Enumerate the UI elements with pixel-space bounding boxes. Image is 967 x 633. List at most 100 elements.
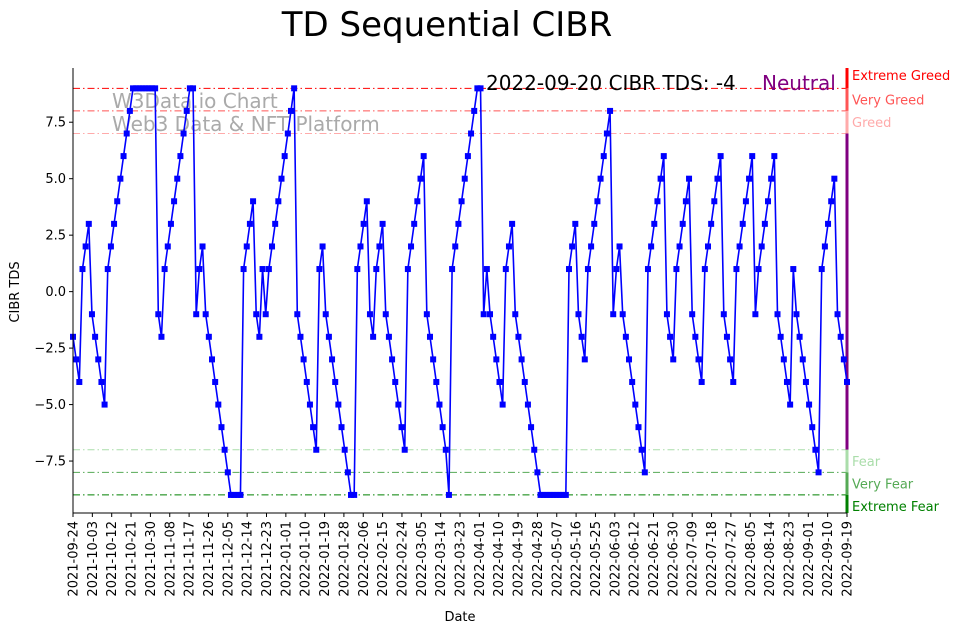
data-point	[588, 243, 595, 250]
y-tick-label: −2.5	[34, 342, 66, 357]
x-tick-label: 2022-07-09	[686, 521, 701, 597]
data-point	[717, 153, 724, 160]
zone-label-2: Greed	[852, 116, 891, 131]
x-tick-label: 2022-01-19	[318, 521, 333, 597]
data-point	[401, 446, 408, 453]
data-point	[825, 220, 832, 227]
data-point	[524, 401, 531, 408]
x-tick-label: 2022-09-10	[821, 521, 836, 597]
data-point	[174, 175, 181, 182]
data-point	[79, 266, 86, 273]
data-point	[821, 243, 828, 250]
x-tick-label: 2021-11-17	[183, 521, 198, 597]
data-point	[190, 85, 197, 92]
data-point	[727, 356, 734, 363]
data-point	[452, 243, 459, 250]
data-point	[616, 243, 623, 250]
data-point	[284, 130, 291, 137]
latest-value-annotation: 2022-09-20 CIBR TDS: -4	[486, 71, 736, 95]
x-tick-label: 2022-09-19	[841, 521, 856, 597]
x-tick-label: 2022-07-18	[705, 521, 720, 597]
data-point	[104, 266, 111, 273]
data-point	[158, 333, 165, 340]
data-point	[360, 220, 367, 227]
data-point	[528, 424, 535, 431]
x-tick-label: 2022-05-25	[589, 521, 604, 597]
data-point	[445, 491, 452, 498]
data-point	[461, 175, 468, 182]
data-point	[818, 266, 825, 273]
x-tick-label: 2022-04-10	[492, 521, 507, 597]
data-point	[477, 85, 484, 92]
data-point	[802, 378, 809, 385]
data-point	[224, 469, 231, 476]
data-point	[502, 266, 509, 273]
data-point	[689, 311, 696, 318]
data-point	[584, 266, 591, 273]
y-tick-label: 2.5	[45, 229, 66, 244]
data-point	[673, 266, 680, 273]
x-tick-label: 2022-08-23	[782, 521, 797, 597]
data-point	[382, 311, 389, 318]
x-tick-label: 2022-03-14	[434, 521, 449, 597]
data-point	[136, 85, 143, 92]
data-point	[622, 333, 629, 340]
data-point	[682, 198, 689, 205]
data-point	[695, 356, 702, 363]
data-point	[215, 401, 222, 408]
data-point	[698, 378, 705, 385]
data-point	[341, 446, 348, 453]
x-tick-label: 2022-06-21	[647, 521, 662, 597]
y-axis-label: CIBR TDS	[8, 261, 23, 322]
data-point	[256, 333, 263, 340]
data-point	[730, 378, 737, 385]
data-point	[458, 198, 465, 205]
data-point	[657, 175, 664, 182]
data-point	[761, 220, 768, 227]
data-point	[145, 85, 152, 92]
data-point	[613, 266, 620, 273]
data-point	[844, 378, 850, 385]
watermark-line-1: W3Data.io Chart	[112, 89, 278, 113]
data-point	[670, 356, 677, 363]
zone-label-5: Extreme Fear	[852, 500, 940, 515]
data-point	[436, 401, 443, 408]
watermark-line-2: Web3 Data & NFT Platform	[112, 112, 380, 136]
data-point	[686, 175, 693, 182]
data-point	[704, 243, 711, 250]
data-point	[547, 491, 554, 498]
data-point	[303, 378, 310, 385]
data-point	[556, 491, 563, 498]
zone-labels: Extreme Greed Very Greed Greed Fear Very Fea…	[852, 69, 950, 515]
data-point	[708, 220, 715, 227]
data-point	[85, 220, 92, 227]
x-tick-label: 2022-06-03	[608, 521, 623, 597]
data-point	[553, 491, 560, 498]
data-point	[449, 266, 456, 273]
data-point	[243, 243, 250, 250]
data-point	[344, 469, 351, 476]
data-point	[591, 220, 598, 227]
data-point	[629, 378, 636, 385]
data-point	[635, 424, 642, 431]
data-point	[259, 266, 266, 273]
data-point	[537, 491, 544, 498]
data-point	[193, 311, 200, 318]
data-point	[638, 446, 645, 453]
data-point	[126, 107, 133, 114]
series-line	[72, 87, 848, 496]
x-ticks: 2021-09-24 2021-10-03 2021-10-12 2021-10-21…	[67, 513, 856, 597]
data-point	[559, 491, 566, 498]
data-point	[711, 198, 718, 205]
data-point	[354, 266, 361, 273]
data-point	[363, 198, 370, 205]
data-point	[739, 220, 746, 227]
data-point	[468, 130, 475, 137]
data-point	[95, 356, 102, 363]
zone-label-3: Fear	[852, 455, 881, 470]
x-tick-label: 2021-12-14	[241, 521, 256, 597]
data-point	[379, 220, 386, 227]
data-point	[370, 333, 377, 340]
data-point	[679, 220, 686, 227]
data-point	[610, 311, 617, 318]
